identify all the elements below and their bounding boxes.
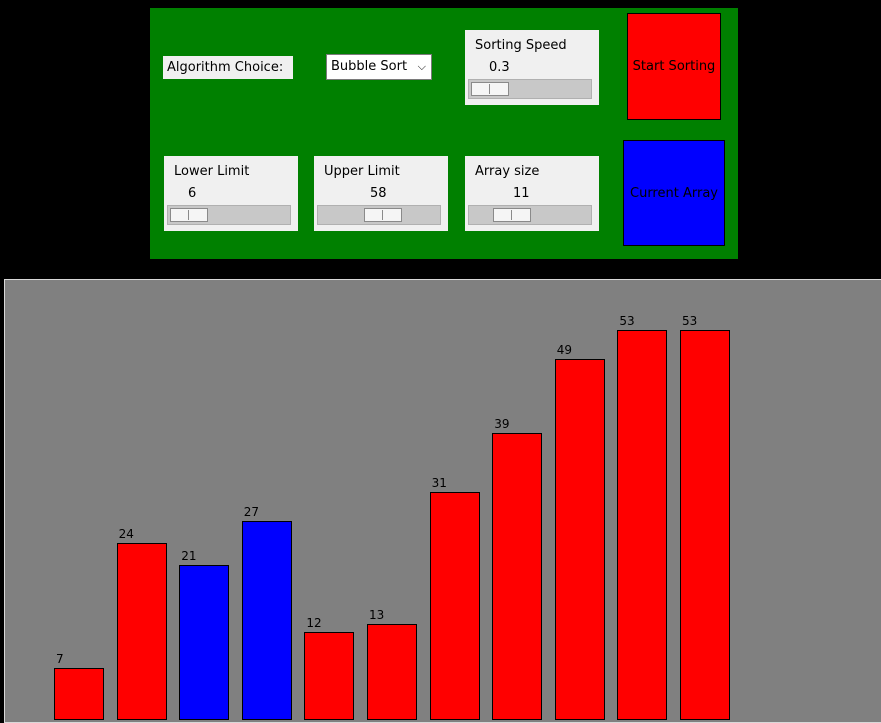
- bar-value-label: 21: [181, 549, 197, 564]
- upper-limit-slider[interactable]: [317, 205, 441, 225]
- bar-value-label: 31: [431, 475, 447, 490]
- array-bar: [617, 329, 668, 720]
- sorting-speed-value: 0.3: [489, 60, 510, 75]
- array-bar: [492, 432, 543, 720]
- algorithm-dropdown[interactable]: Bubble Sort ⌵: [326, 54, 432, 80]
- array-size-slider[interactable]: [468, 205, 592, 225]
- current-array-button[interactable]: Current Array: [623, 140, 725, 246]
- control-panel: Algorithm Choice: Bubble Sort ⌵ Sorting …: [150, 8, 738, 259]
- array-bar: [54, 668, 104, 720]
- array-bar: [367, 624, 417, 720]
- bar-value-label: 13: [369, 608, 385, 623]
- lower-limit-label: Lower Limit: [174, 164, 250, 179]
- upper-limit-value: 58: [370, 186, 387, 201]
- array-bar: [241, 521, 292, 720]
- upper-limit-scale: Upper Limit 58: [314, 156, 448, 231]
- lower-limit-value: 6: [188, 186, 197, 201]
- algorithm-dropdown-value: Bubble Sort: [331, 59, 408, 74]
- bar-value-label: 24: [118, 527, 134, 542]
- bar-value-label: 7: [56, 652, 64, 667]
- sorting-speed-slider[interactable]: [468, 79, 592, 99]
- array-size-label: Array size: [475, 164, 540, 179]
- array-size-thumb[interactable]: [492, 208, 531, 222]
- sorting-speed-scale: Sorting Speed 0.3: [465, 30, 599, 105]
- bar-value-label: 12: [306, 615, 322, 630]
- start-sorting-button[interactable]: Start Sorting: [627, 13, 721, 120]
- chevron-down-icon: ⌵: [417, 60, 426, 73]
- lower-limit-scale: Lower Limit 6: [164, 156, 298, 231]
- array-bar: [429, 491, 480, 720]
- bar-value-label: 39: [494, 416, 510, 431]
- array-size-scale: Array size 11: [465, 156, 599, 231]
- array-bar: [680, 329, 730, 720]
- bar-value-label: 53: [682, 313, 698, 328]
- upper-limit-thumb[interactable]: [364, 208, 402, 222]
- array-bar: [554, 359, 605, 720]
- lower-limit-thumb[interactable]: [170, 208, 208, 222]
- sorting-speed-thumb[interactable]: [471, 82, 509, 96]
- array-size-value: 11: [513, 186, 530, 201]
- algorithm-choice-label: Algorithm Choice:: [163, 56, 293, 79]
- bar-value-label: 49: [556, 343, 573, 358]
- bar-value-label: 27: [243, 505, 260, 520]
- upper-limit-label: Upper Limit: [324, 164, 400, 179]
- array-bar: [116, 543, 167, 720]
- array-canvas: 7 24 21 27 12 13 31 39 49 53 53: [4, 279, 881, 723]
- array-bar: [179, 565, 230, 720]
- sorting-speed-label: Sorting Speed: [475, 38, 567, 53]
- lower-limit-slider[interactable]: [167, 205, 291, 225]
- array-bar: [304, 631, 355, 720]
- bar-value-label: 53: [619, 313, 635, 328]
